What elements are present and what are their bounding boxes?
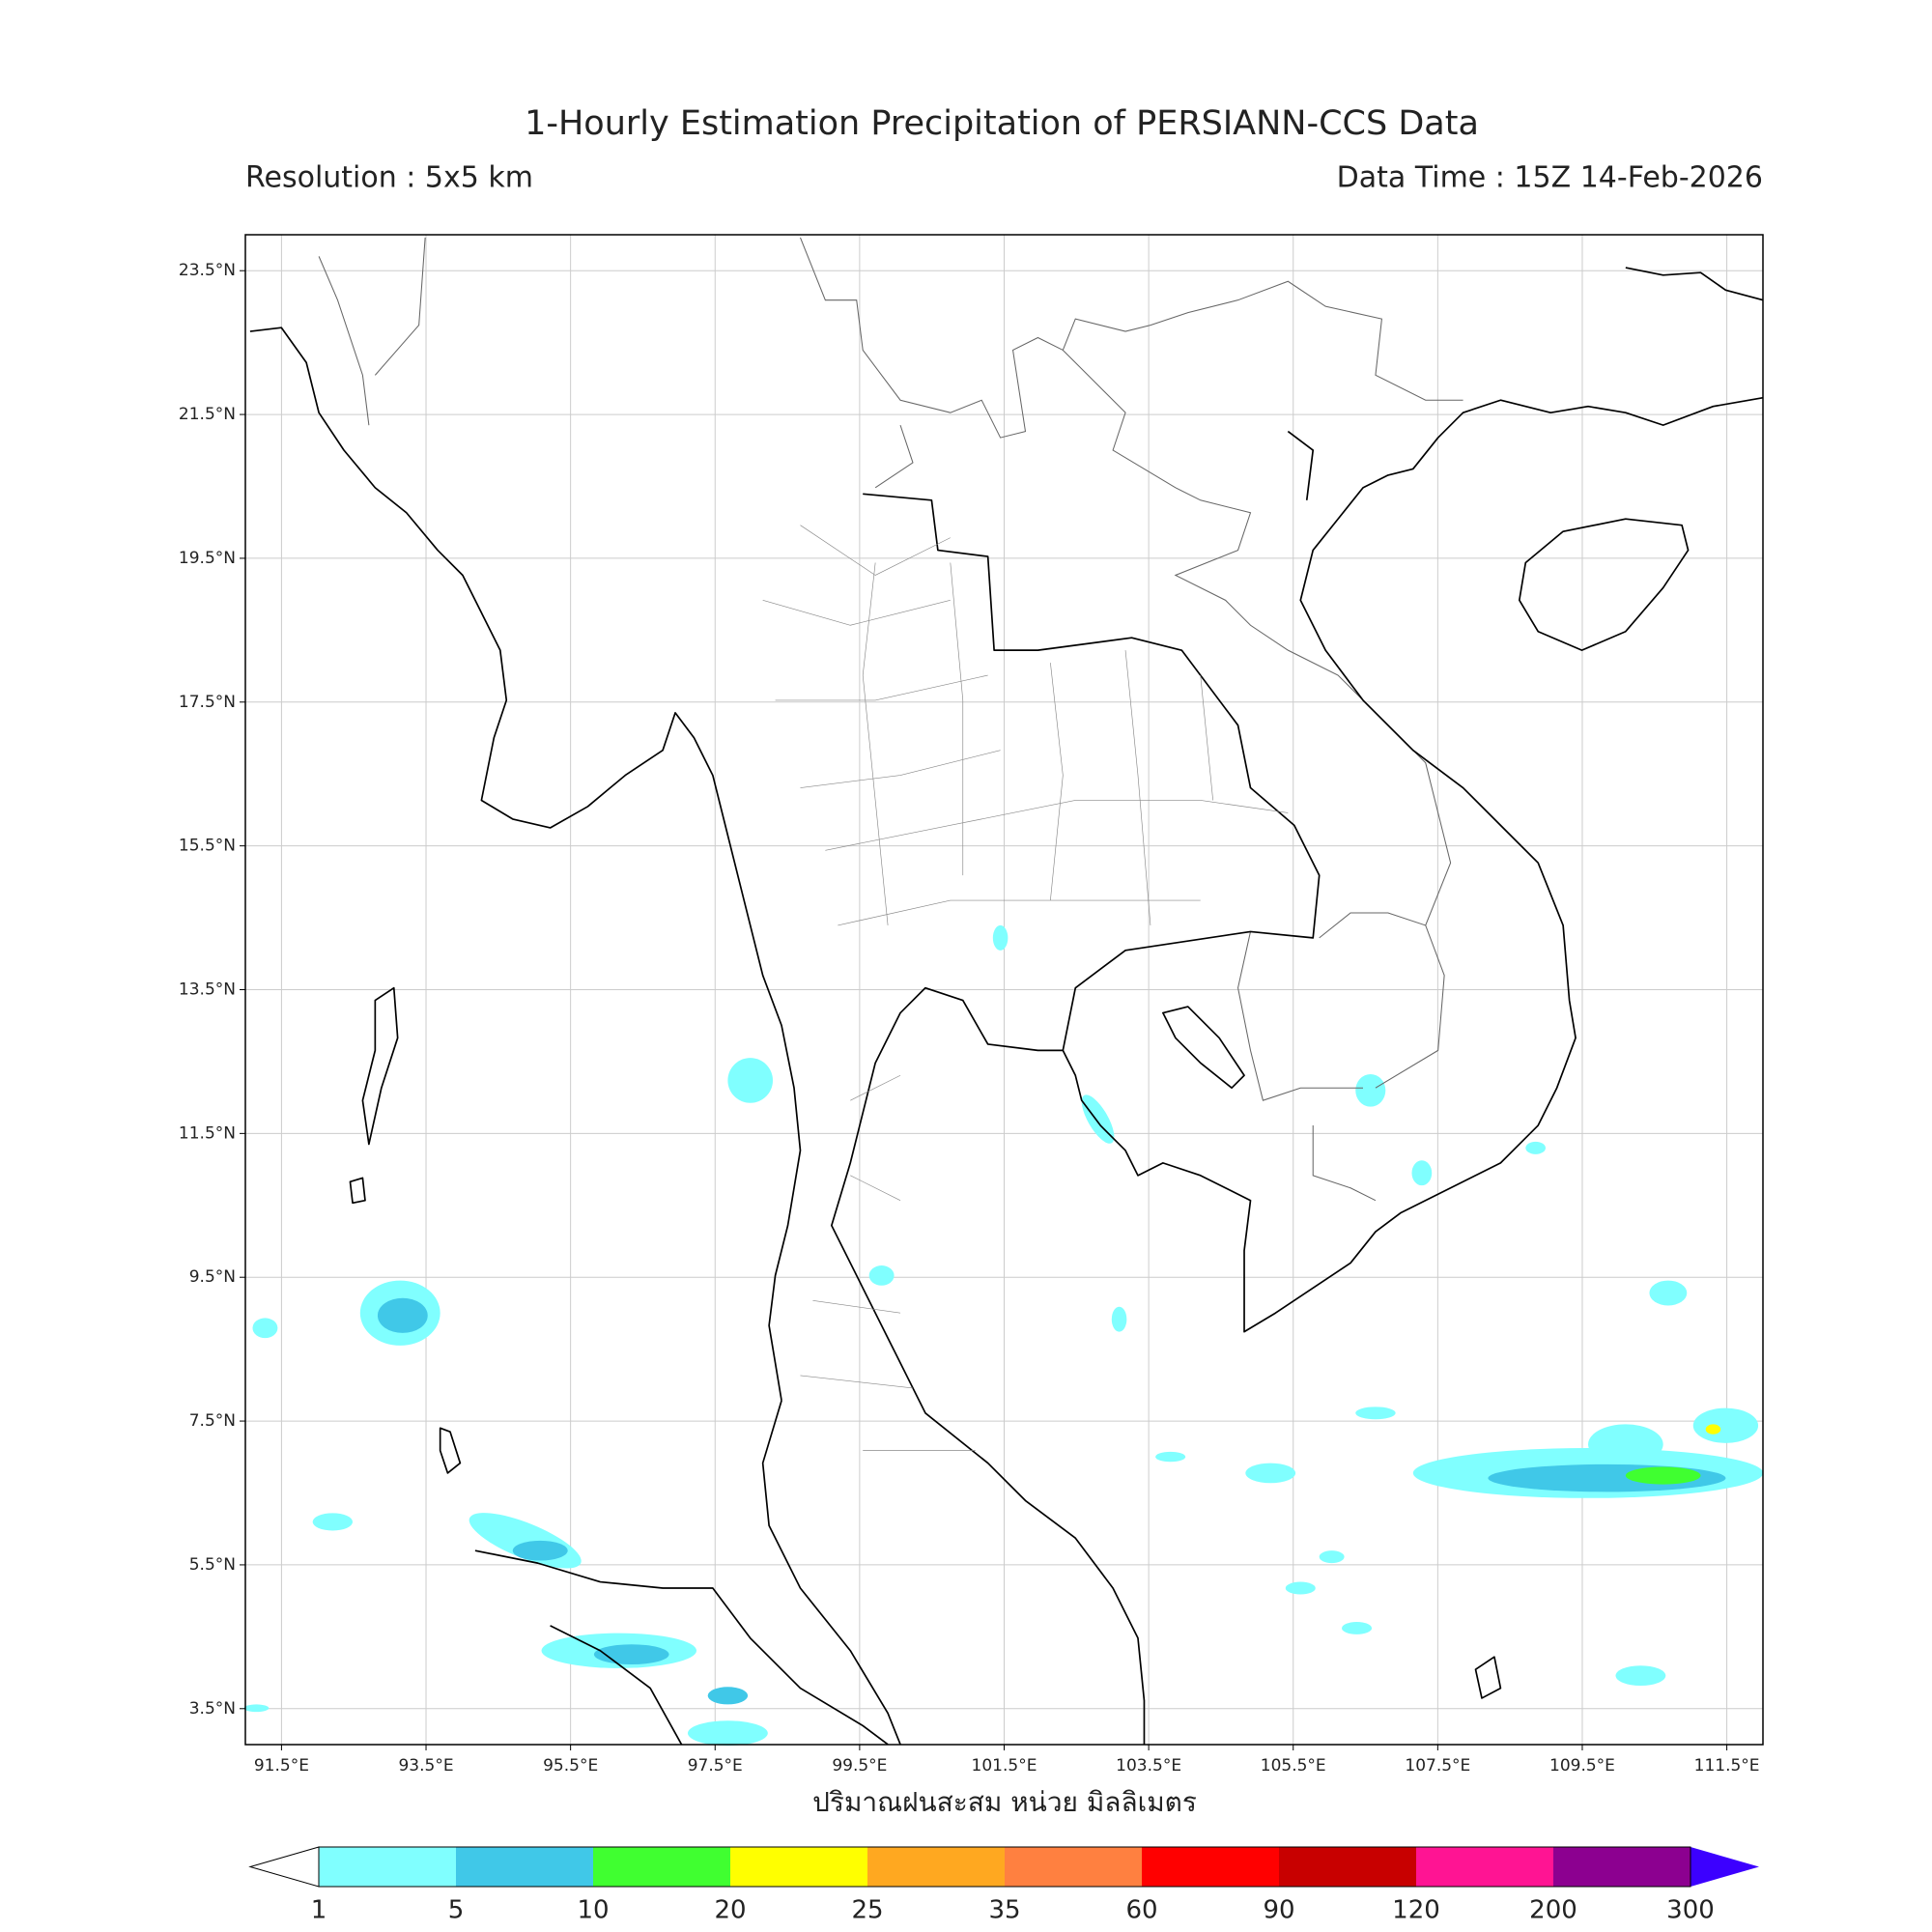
basemap bbox=[243, 237, 1764, 1747]
lon-tick-label: 109.5°E bbox=[1549, 1756, 1615, 1776]
colorbar-tick-label: 90 bbox=[1263, 1896, 1294, 1925]
lat-tick-label: 13.5°N bbox=[179, 980, 236, 1000]
lat-tick-label: 15.5°N bbox=[179, 837, 236, 856]
lat-tick-label: 19.5°N bbox=[179, 549, 236, 568]
colorbar-tick-label: 120 bbox=[1392, 1896, 1440, 1925]
lon-tick-label: 105.5°E bbox=[1261, 1756, 1326, 1776]
colorbar-box bbox=[1279, 1847, 1416, 1887]
precip bbox=[243, 924, 1764, 1747]
colorbar-box bbox=[1553, 1847, 1690, 1887]
colorbar-tick-label: 300 bbox=[1666, 1896, 1715, 1925]
axes: 91.5°E 93.5°E 95.5°E 97.5°E 99.5°E 101.5°E 103… bbox=[179, 261, 1760, 1776]
lat-tick-label: 21.5°N bbox=[179, 405, 236, 424]
lon-tick-label: 101.5°E bbox=[972, 1756, 1037, 1776]
lon-tick-label: 103.5°E bbox=[1116, 1756, 1181, 1776]
colorbar-frame bbox=[318, 1846, 1691, 1888]
colorbar-box bbox=[1005, 1847, 1142, 1887]
colorbar-tick-label: 10 bbox=[577, 1896, 609, 1925]
colorbar-tick-label: 5 bbox=[448, 1896, 465, 1925]
colorbar-box bbox=[1142, 1847, 1279, 1887]
colorbar-label: ปริมาณฝนสะสม หน่วย มิลลิเมตร bbox=[812, 1786, 1197, 1818]
colorbar-box bbox=[1416, 1847, 1553, 1887]
colorbar-tick-label: 60 bbox=[1125, 1896, 1157, 1925]
colorbar-box bbox=[730, 1847, 867, 1887]
colorbar-box bbox=[593, 1847, 730, 1887]
title: 1-Hourly Estimation Precipitation of PER… bbox=[525, 104, 1479, 143]
lon-tick-label: 97.5°E bbox=[688, 1756, 743, 1776]
colorbar: 1 5 10 20 25 35 60 90 120 200 300 bbox=[248, 1846, 1759, 1925]
lon-tick-label: 99.5°E bbox=[832, 1756, 887, 1776]
resolution: Resolution : 5x5 km bbox=[245, 161, 533, 195]
lon-tick-label: 95.5°E bbox=[543, 1756, 598, 1776]
lon-tick-label: 111.5°E bbox=[1694, 1756, 1760, 1776]
lat-tick-label: 7.5°N bbox=[189, 1411, 236, 1431]
colorbar-tick-label: 35 bbox=[988, 1896, 1020, 1925]
lon-tick-label: 93.5°E bbox=[398, 1756, 453, 1776]
lat-tick-label: 23.5°N bbox=[179, 261, 236, 280]
lat-tick-label: 5.5°N bbox=[189, 1555, 236, 1575]
lat-tick-label: 3.5°N bbox=[189, 1699, 236, 1719]
colorbar-tick-label: 1 bbox=[311, 1896, 327, 1925]
data-time: Data Time : 15Z 14-Feb-2026 bbox=[1337, 161, 1763, 195]
colorbar-over bbox=[1690, 1847, 1759, 1887]
colorbar-box bbox=[456, 1847, 593, 1887]
colorbar-under bbox=[248, 1846, 320, 1888]
lat-tick-label: 17.5°N bbox=[179, 693, 236, 712]
lon-tick-label: 107.5°E bbox=[1405, 1756, 1470, 1776]
lat-tick-label: 11.5°N bbox=[179, 1123, 236, 1143]
grid bbox=[245, 235, 1763, 1745]
lat-tick-label: 9.5°N bbox=[189, 1267, 236, 1287]
colorbar-tick-label: 20 bbox=[714, 1896, 746, 1925]
lon-tick-label: 91.5°E bbox=[254, 1756, 309, 1776]
colorbar-tick-label: 25 bbox=[851, 1896, 883, 1925]
colorbar-tick-label: 200 bbox=[1529, 1896, 1577, 1925]
colorbar-box bbox=[319, 1847, 456, 1887]
colorbar-box bbox=[867, 1847, 1005, 1887]
